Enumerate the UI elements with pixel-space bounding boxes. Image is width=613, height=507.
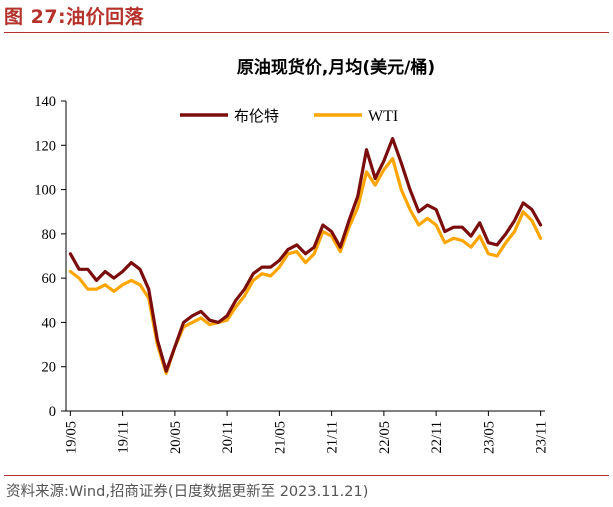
header-divider (4, 32, 609, 33)
x-tick-label: 20/05 (168, 421, 184, 454)
legend-label-brent: 布伦特 (234, 107, 279, 125)
x-tick-label: 22/11 (429, 421, 445, 454)
figure-title: 图 27:油价回落 (4, 6, 145, 28)
series-line-wti (68, 157, 543, 375)
x-tick-label: 19/05 (63, 421, 79, 454)
y-tick-label: 40 (42, 315, 57, 331)
figure-header: 图 27:油价回落 (0, 0, 613, 34)
y-tick-label: 100 (34, 183, 56, 199)
y-tick-label: 140 (34, 94, 56, 110)
y-tick-label: 60 (42, 271, 57, 287)
y-tick-label: 20 (42, 360, 57, 376)
x-tick-label: 21/11 (325, 421, 341, 454)
chart-title: 原油现货价,月均(美元/桶) (237, 57, 435, 78)
x-tick-label: 20/11 (220, 421, 236, 454)
x-tick-label: 22/05 (377, 421, 393, 454)
x-tick-label: 23/05 (481, 421, 497, 454)
y-tick-label: 0 (49, 404, 56, 420)
chart-lines (68, 137, 543, 375)
x-tick-label: 21/05 (272, 421, 288, 454)
x-tick-label: 19/11 (116, 421, 132, 454)
chart-axes: 0 20 40 60 80 100 120 140 19/05 19/11 20/05 20/11 21… (34, 94, 549, 454)
source-note: 资料来源:Wind,招商证券(日度数据更新至 2023.11.21) (6, 484, 369, 500)
x-tick-label: 23/11 (534, 421, 550, 454)
series-line-brent (68, 137, 543, 373)
chart-legend: 布伦特 WTI (180, 107, 398, 125)
legend-label-wti: WTI (368, 108, 398, 125)
footer-divider (4, 475, 609, 476)
y-tick-label: 80 (42, 227, 57, 243)
y-tick-label: 120 (34, 138, 56, 154)
